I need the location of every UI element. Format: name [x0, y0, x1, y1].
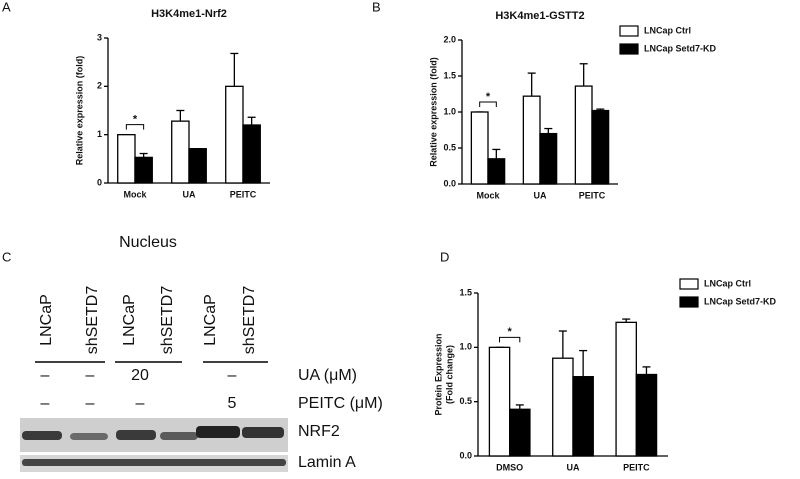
- significance-label: *: [133, 114, 138, 126]
- bar: [552, 357, 574, 457]
- treatment-dose: 5: [228, 395, 237, 412]
- y-axis-label: Relative expression (fold): [428, 57, 438, 167]
- treatment-dose: –: [136, 395, 145, 412]
- legend-label: LNCap Ctrl: [644, 25, 691, 35]
- bar: [487, 158, 506, 185]
- bar: [522, 95, 541, 185]
- bar: [242, 124, 261, 184]
- bar: [225, 85, 244, 184]
- treatment-dose: –: [86, 367, 95, 384]
- y-tick-label: 2.0: [443, 34, 456, 44]
- x-tick-label: PEITC: [579, 190, 606, 200]
- y-tick-label: 0.0: [443, 178, 456, 188]
- y-tick-label: 0.0: [459, 450, 472, 460]
- panel-label: B: [372, 0, 381, 14]
- bar: [470, 111, 489, 185]
- significance-label: *: [508, 326, 513, 338]
- lane-label: LNCaP: [202, 294, 219, 346]
- x-tick-label: PEITC: [623, 462, 650, 472]
- bar: [188, 148, 207, 184]
- legend-label: LNCap Setd7-KD: [704, 296, 777, 306]
- legend-label: LNCap Ctrl: [704, 278, 751, 288]
- y-axis-label: Relative expression (fold): [74, 56, 84, 166]
- treatment-dose: –: [41, 395, 50, 412]
- x-tick-label: Mock: [476, 190, 500, 200]
- chart-title: H3K4me1-Nrf2: [151, 8, 227, 20]
- band-label: NRF2: [298, 423, 340, 440]
- significance-label: *: [486, 91, 491, 103]
- treatment-dose: –: [228, 367, 237, 384]
- x-tick-label: UA: [567, 462, 580, 472]
- x-tick-label: DMSO: [496, 462, 523, 472]
- lane-label: shSETD7: [159, 286, 176, 355]
- panel-label: D: [440, 249, 449, 264]
- legend-label: LNCap Setd7-KD: [644, 43, 717, 53]
- treatment-dose: –: [41, 367, 50, 384]
- legend-swatch: [619, 43, 639, 55]
- y-tick-label: 0.5: [459, 396, 472, 406]
- y-tick-label: 2: [97, 81, 102, 91]
- lane-label: shSETD7: [84, 286, 101, 355]
- y-tick-label: 3: [97, 32, 102, 42]
- bar: [539, 132, 558, 185]
- bar: [572, 376, 594, 457]
- bar: [488, 346, 511, 457]
- x-tick-label: Mock: [123, 189, 147, 199]
- y-axis-label: Protein Expression: [433, 333, 443, 415]
- bar: [509, 408, 531, 457]
- y-tick-label: 1.5: [443, 70, 456, 80]
- lane-label: LNCaP: [38, 294, 55, 346]
- bar: [591, 109, 610, 185]
- panel-label: A: [2, 0, 11, 14]
- x-tick-label: UA: [534, 190, 547, 200]
- treatment-name: PEITC (μM): [298, 395, 383, 412]
- y-tick-label: 0.5: [443, 142, 456, 152]
- y-tick-label: 1.5: [459, 287, 472, 297]
- significance-bracket: [499, 336, 521, 343]
- legend-swatch: [679, 278, 699, 290]
- band-label: Lamin A: [298, 454, 356, 471]
- y-tick-label: 1: [97, 129, 102, 139]
- x-tick-label: PEITC: [230, 189, 257, 199]
- treatment-dose: 20: [131, 367, 149, 384]
- bar: [117, 134, 136, 184]
- bar: [635, 373, 658, 457]
- y-tick-label: 0: [97, 177, 102, 187]
- significance-bracket: [125, 124, 145, 130]
- lane-label: shSETD7: [241, 286, 258, 355]
- bar: [574, 85, 593, 185]
- chart-title: H3K4me1-GSTT2: [495, 10, 584, 22]
- lane-label: LNCaP: [121, 294, 138, 346]
- treatment-dose: –: [86, 395, 95, 412]
- legend-swatch: [679, 296, 699, 308]
- treatment-name: UA (μM): [298, 367, 357, 384]
- y-axis-label: (Fold change): [444, 345, 454, 404]
- panel-label: C: [2, 249, 11, 264]
- legend-swatch: [619, 25, 639, 37]
- significance-bracket: [479, 101, 497, 107]
- blot-title: Nucleus: [119, 234, 177, 251]
- bar: [615, 321, 637, 457]
- bar: [134, 156, 153, 184]
- bar: [171, 120, 190, 184]
- y-tick-label: 1.0: [443, 106, 456, 116]
- x-tick-label: UA: [183, 189, 196, 199]
- western-blot: [20, 418, 288, 472]
- y-tick-label: 1.0: [459, 342, 472, 352]
